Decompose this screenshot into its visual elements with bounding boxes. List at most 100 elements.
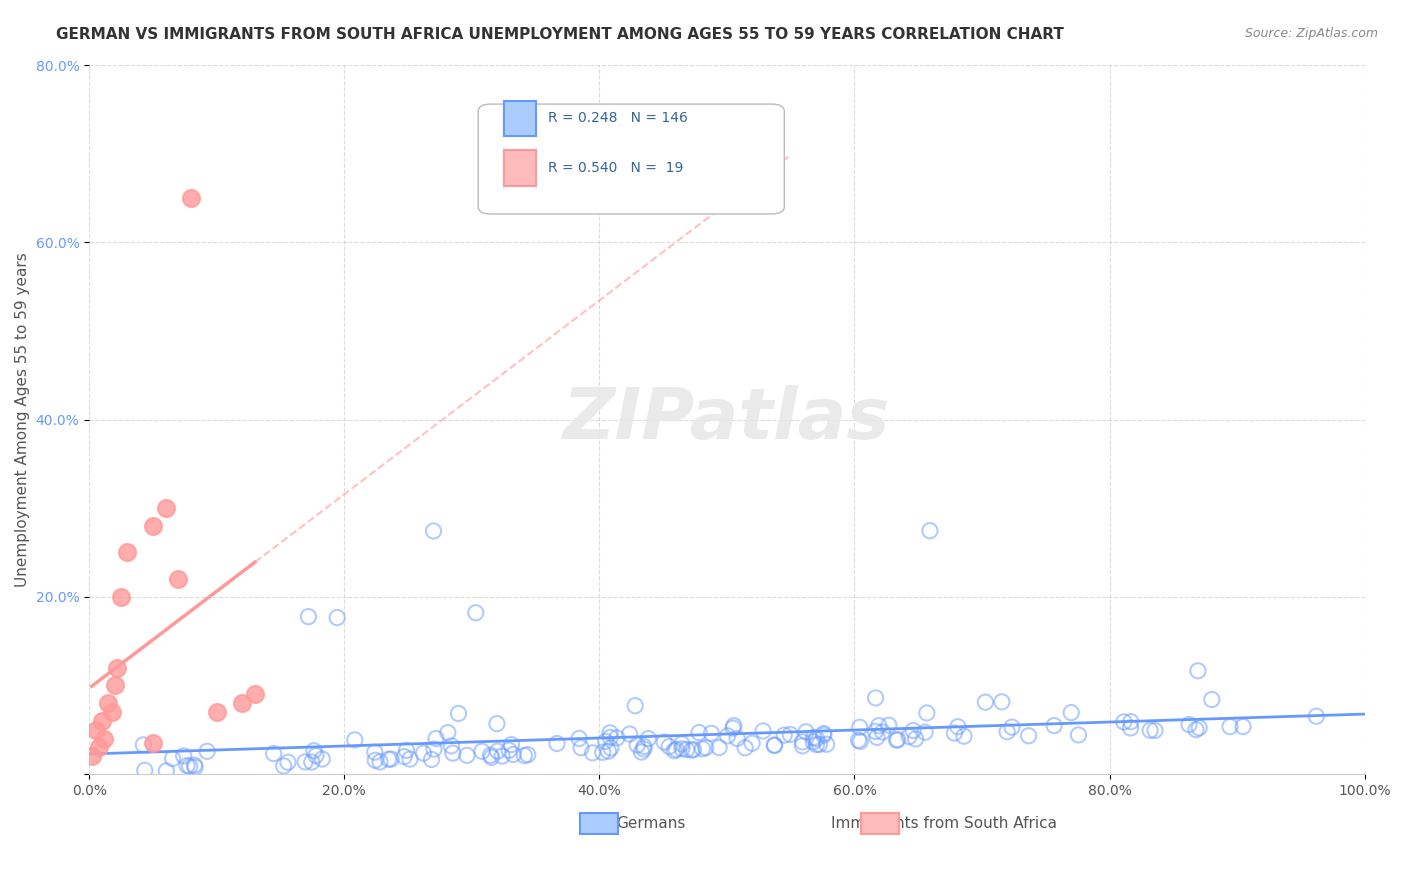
Point bbox=[626, 738, 648, 752]
Point bbox=[377, 752, 399, 766]
Point bbox=[311, 752, 333, 766]
Point bbox=[486, 744, 509, 758]
Point bbox=[243, 687, 266, 701]
Point bbox=[1178, 717, 1201, 731]
Y-axis label: Unemployment Among Ages 55 to 59 years: Unemployment Among Ages 55 to 59 years bbox=[15, 252, 30, 587]
Point bbox=[763, 738, 786, 752]
Point bbox=[302, 744, 325, 758]
Point bbox=[263, 747, 285, 761]
Point bbox=[808, 737, 831, 751]
Point bbox=[792, 739, 814, 753]
Bar bbox=[503, 150, 536, 186]
Point bbox=[865, 690, 887, 705]
Point bbox=[104, 678, 127, 692]
Point bbox=[491, 749, 513, 764]
Point bbox=[630, 745, 652, 759]
Point bbox=[806, 738, 828, 752]
Point bbox=[904, 731, 927, 746]
Point bbox=[117, 545, 139, 559]
Point bbox=[868, 719, 890, 733]
Point bbox=[425, 731, 447, 746]
Point bbox=[498, 743, 520, 757]
Point bbox=[849, 734, 872, 748]
Point bbox=[752, 723, 775, 738]
Point bbox=[479, 748, 502, 763]
Point bbox=[794, 724, 817, 739]
Point bbox=[569, 740, 592, 755]
Point bbox=[665, 742, 688, 756]
Point bbox=[84, 723, 107, 737]
Text: Source: ZipAtlas.com: Source: ZipAtlas.com bbox=[1244, 27, 1378, 40]
Point bbox=[953, 729, 976, 743]
Point bbox=[485, 716, 508, 731]
Point bbox=[1067, 728, 1090, 742]
Point bbox=[637, 731, 659, 746]
Point bbox=[779, 727, 801, 741]
Point bbox=[231, 696, 253, 710]
Point bbox=[1143, 723, 1166, 738]
Point bbox=[1112, 714, 1135, 729]
Point bbox=[633, 739, 655, 754]
Point bbox=[671, 741, 693, 756]
Point bbox=[297, 609, 319, 624]
Point bbox=[848, 720, 870, 734]
Point bbox=[101, 705, 124, 719]
Point bbox=[688, 725, 710, 739]
Point bbox=[440, 739, 463, 753]
Point bbox=[395, 743, 418, 757]
Point bbox=[592, 745, 614, 759]
Point bbox=[180, 191, 202, 205]
Point bbox=[195, 744, 218, 758]
Point bbox=[813, 728, 835, 742]
Point bbox=[422, 524, 444, 538]
Text: R = 0.540   N =  19: R = 0.540 N = 19 bbox=[548, 161, 683, 175]
Point bbox=[162, 751, 184, 765]
Point bbox=[142, 736, 165, 750]
Text: Germans: Germans bbox=[616, 816, 685, 831]
Point bbox=[692, 742, 714, 756]
Point bbox=[914, 725, 936, 739]
Point bbox=[173, 748, 195, 763]
Point bbox=[513, 748, 536, 763]
Point bbox=[167, 572, 190, 586]
Point bbox=[723, 719, 745, 733]
Point bbox=[943, 726, 966, 740]
Point bbox=[598, 744, 620, 758]
Point bbox=[97, 696, 120, 710]
Point bbox=[134, 764, 156, 778]
Point bbox=[93, 731, 115, 746]
Point bbox=[132, 738, 155, 752]
Point bbox=[399, 752, 422, 766]
Point bbox=[695, 740, 717, 755]
Point bbox=[305, 748, 328, 763]
Point bbox=[80, 749, 103, 764]
Point bbox=[412, 746, 434, 760]
Point bbox=[1060, 706, 1083, 720]
Bar bbox=[860, 813, 898, 834]
FancyBboxPatch shape bbox=[478, 104, 785, 214]
Text: R = 0.248   N = 146: R = 0.248 N = 146 bbox=[548, 112, 688, 125]
Point bbox=[1001, 720, 1024, 734]
Point bbox=[441, 746, 464, 760]
Point bbox=[1305, 709, 1327, 723]
Point bbox=[423, 742, 446, 756]
Point bbox=[155, 764, 177, 778]
Point bbox=[633, 742, 655, 756]
Point bbox=[368, 755, 391, 769]
Point bbox=[568, 731, 591, 746]
Point bbox=[866, 731, 889, 745]
Point bbox=[716, 729, 738, 743]
Point bbox=[773, 728, 796, 742]
Point bbox=[682, 742, 704, 756]
Point bbox=[501, 738, 523, 752]
Point bbox=[848, 733, 870, 747]
Point bbox=[886, 732, 908, 747]
Point bbox=[600, 741, 623, 756]
Point bbox=[995, 724, 1018, 739]
Point bbox=[273, 759, 295, 773]
Point bbox=[105, 661, 128, 675]
Point bbox=[946, 720, 969, 734]
Point bbox=[725, 731, 748, 746]
Point bbox=[184, 760, 207, 774]
Point bbox=[436, 725, 458, 739]
